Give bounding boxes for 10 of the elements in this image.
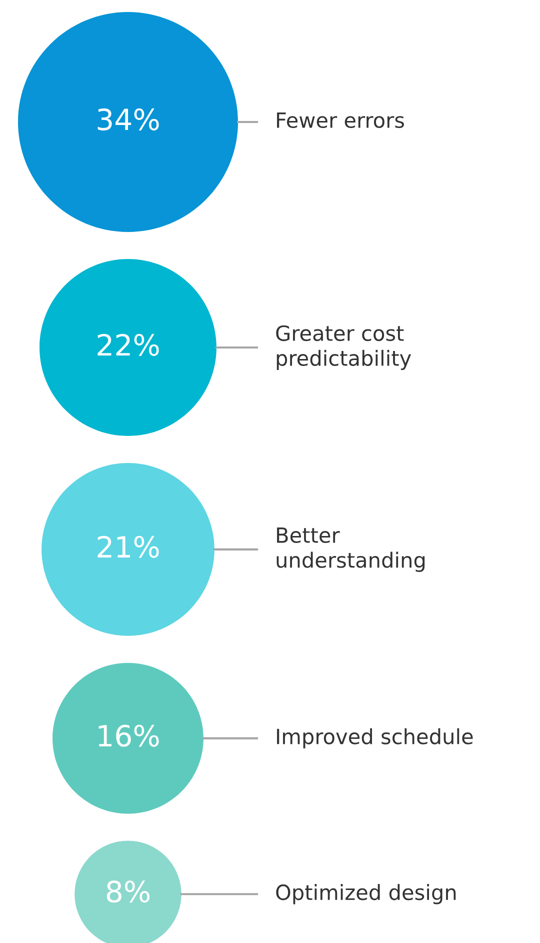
- category-label: Greater cost predictability: [276, 325, 412, 370]
- category-label: Improved schedule: [277, 728, 473, 748]
- data-label: 22%: [98, 334, 159, 356]
- data-label: 34%: [98, 108, 159, 130]
- category-label: Fewer errors: [277, 112, 404, 128]
- data-label: 16%: [98, 724, 159, 747]
- data-label: 8%: [106, 880, 150, 903]
- data-label: 21%: [98, 536, 159, 558]
- category-label: Optimized design: [276, 884, 456, 904]
- category-label: Better understanding: [276, 528, 425, 572]
